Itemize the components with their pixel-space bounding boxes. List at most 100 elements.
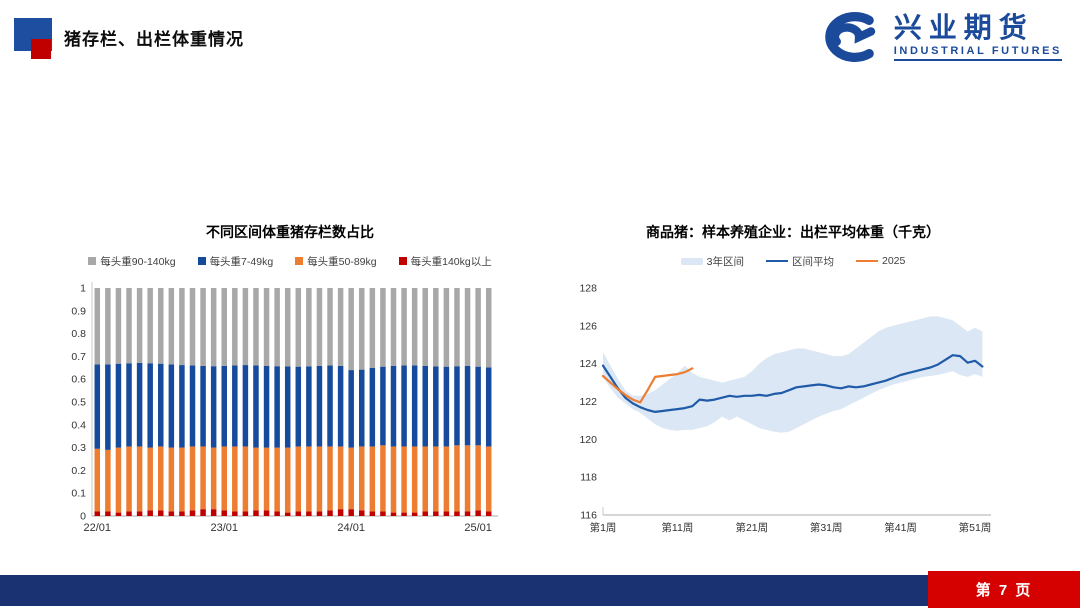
bar-segment: [464, 511, 471, 516]
bar-segment: [200, 446, 206, 510]
bar-segment: [485, 367, 492, 447]
bar-segment: [348, 370, 354, 448]
bar-segment: [316, 365, 323, 447]
y-tick-label: 0.1: [71, 488, 86, 500]
bar-segment: [221, 510, 227, 516]
line-chart: 116 118 120 122 124 126 128 第1周 第11周 第21周 第31周 第41周…: [579, 283, 991, 535]
bar-segment: [210, 447, 217, 510]
band-3yr-range: [603, 316, 983, 433]
bar-segment: [369, 367, 376, 447]
y-tick-label: 124: [579, 358, 597, 370]
bar-segment: [94, 448, 101, 512]
bar-segment: [485, 288, 492, 368]
y-tick-label: 0.3: [71, 442, 86, 454]
bar-segment: [433, 446, 439, 512]
bar-segment: [348, 447, 354, 510]
bar-segment: [158, 446, 164, 511]
bar-segment: [210, 366, 217, 448]
legend-swatch: [765, 259, 788, 263]
bar-segment: [295, 446, 302, 512]
bar-segment: [200, 288, 206, 366]
bar-segment: [411, 446, 418, 513]
bar-segment: [369, 288, 376, 368]
bar-segment: [401, 512, 407, 516]
x-tick-label: 第1周: [590, 521, 617, 534]
bar-segment: [105, 364, 111, 450]
bar-segment: [200, 509, 206, 516]
bar-segment: [94, 364, 101, 449]
bar-segment: [158, 510, 164, 516]
bar-segment: [168, 364, 175, 448]
bar-segment: [390, 288, 397, 366]
bar-segment: [443, 511, 450, 516]
bar-segment: [380, 511, 386, 516]
bar-segment: [274, 447, 280, 512]
bar-segment: [401, 288, 407, 366]
bar-segment: [295, 366, 302, 447]
logo-name-en: INDUSTRIAL FUTURES: [893, 45, 1062, 61]
y-tick-label: 0.2: [71, 465, 86, 477]
bar-segment: [126, 511, 132, 516]
bar-segment: [284, 512, 291, 516]
y-tick-label: 0.9: [71, 305, 86, 317]
bar-segment: [306, 288, 312, 367]
bar-segment: [221, 446, 227, 511]
x-tick-label: 第21周: [735, 521, 768, 534]
bar-segment: [147, 510, 153, 516]
bar-segment: [443, 288, 450, 367]
bar-segment: [295, 511, 302, 516]
bar-segment: [464, 288, 471, 366]
legend-swatch: [398, 257, 407, 265]
bar-segment: [221, 288, 227, 366]
bar-segment: [200, 365, 206, 447]
legend-item: 3年区间: [680, 254, 744, 269]
bar-segment: [126, 446, 132, 512]
x-tick-label: 第31周: [810, 521, 843, 534]
footer-bar: [0, 575, 1080, 606]
y-tick-label: 120: [579, 434, 597, 446]
bar-segment: [115, 363, 122, 448]
page-number: 第 7 页: [975, 582, 1033, 599]
bar-segment: [327, 365, 333, 447]
x-tick-label: 23/01: [210, 522, 238, 534]
bar-segment: [210, 509, 217, 516]
y-tick-label: 118: [580, 472, 597, 484]
bar-segment: [411, 288, 418, 366]
bar-segment: [242, 511, 249, 516]
bar-segment: [390, 446, 397, 513]
bar-segment: [105, 511, 111, 516]
bar-segment: [147, 288, 153, 364]
y-tick-label: 0.8: [71, 328, 86, 340]
bar-segment: [422, 365, 428, 447]
bar-segment: [168, 511, 175, 516]
bar-segment: [306, 511, 312, 516]
x-tick-label: 第41周: [884, 521, 917, 534]
bar-segment: [433, 288, 439, 367]
company-logo-swirl-icon: [825, 12, 875, 62]
line-chart-legend: 3年区间 区间平均 2025: [573, 254, 1013, 268]
bar-segment: [380, 366, 386, 446]
legend-label: 区间平均: [791, 255, 834, 268]
x-tick-label: 第11周: [661, 521, 693, 534]
bar-segment: [401, 446, 407, 513]
bar-segment: [274, 511, 280, 516]
bar-segment: [232, 288, 238, 366]
x-tick-label: 22/01: [84, 522, 112, 534]
legend-swatch: [855, 259, 878, 263]
bar-segment: [168, 288, 175, 365]
company-logo: 兴业期货 INDUSTRIAL FUTURES: [810, 8, 1062, 66]
bar-segment: [454, 288, 460, 367]
bar-segment: [126, 288, 132, 364]
bar-segment: [232, 446, 238, 512]
bar-segment: [221, 365, 227, 447]
bar-segment: [295, 288, 302, 367]
bar-segment: [327, 288, 333, 366]
bar-segment: [411, 512, 418, 516]
line-区间平均: [601, 354, 984, 413]
company-logo-text: 兴业期货 INDUSTRIAL FUTURES: [893, 13, 1062, 61]
bar-segment: [422, 288, 428, 366]
bar-segment: [94, 288, 101, 365]
bar-segment: [390, 365, 397, 447]
bar-segment: [147, 363, 153, 448]
bar-segment: [168, 447, 175, 512]
